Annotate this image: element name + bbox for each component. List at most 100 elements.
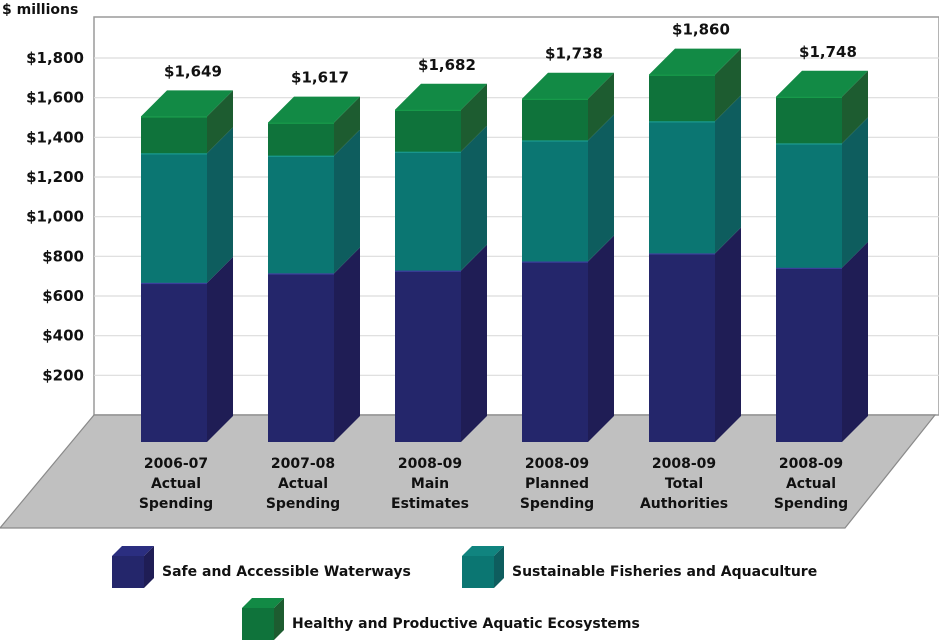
category-label: Planned <box>525 476 589 492</box>
category-label: 2008-09 <box>779 456 843 472</box>
y-tick-label: $1,600 <box>26 89 84 107</box>
y-tick-label: $600 <box>42 287 84 305</box>
legend-swatch-icon <box>242 608 274 640</box>
bars <box>141 48 868 442</box>
legend-item: Safe and Accessible Waterways <box>112 546 411 588</box>
bar-stack <box>649 48 741 442</box>
category-label: Actual <box>151 476 201 492</box>
y-tick-label: $1,400 <box>26 128 84 146</box>
bar-total-label: $1,617 <box>291 69 349 87</box>
bar-segment-front <box>776 143 842 268</box>
bar-segment-front <box>649 74 715 122</box>
legend-label: Sustainable Fisheries and Aquaculture <box>512 564 817 580</box>
bar-total-label: $1,738 <box>545 45 603 63</box>
legend-swatch-icon <box>462 556 494 588</box>
category-label: 2008-09 <box>398 456 462 472</box>
category-label: Actual <box>786 476 836 492</box>
bar-segment-side <box>334 247 360 442</box>
category-labels: 2006-07 Actual Spending 2007-08 Actual Spendi… <box>139 456 848 512</box>
bar-segment-side <box>461 83 487 152</box>
bar-segment-side <box>334 96 360 156</box>
bar-top-face <box>649 48 741 75</box>
category-label: Spending <box>139 496 213 512</box>
bar-segment-front <box>776 267 842 442</box>
bar-segment-side <box>715 227 741 442</box>
bar-segment-front <box>268 122 334 156</box>
category-label: 2006-07 <box>144 456 208 472</box>
y-tick-label: $200 <box>42 366 84 384</box>
bar-segment-side <box>842 117 868 268</box>
bar-segment-front <box>268 273 334 442</box>
bar-segment-front <box>141 282 207 442</box>
bar-total-label: $1,649 <box>164 62 222 80</box>
legend-label: Safe and Accessible Waterways <box>162 564 411 580</box>
category-label: 2008-09 <box>652 456 716 472</box>
bar-segment-side <box>715 95 741 254</box>
legend-item: Sustainable Fisheries and Aquaculture <box>462 546 817 588</box>
bar-stack <box>522 72 614 442</box>
bar-top-face <box>395 83 487 110</box>
legend-label: Healthy and Productive Aquatic Ecosystem… <box>292 616 640 632</box>
bar-stack <box>141 90 233 442</box>
bar-segment-front <box>268 155 334 274</box>
bar-segment-front <box>522 140 588 262</box>
bar-total-label: $1,748 <box>799 43 857 61</box>
bar-segment-front <box>395 270 461 442</box>
bar-segment-side <box>461 125 487 271</box>
bar-segment-front <box>522 98 588 141</box>
category-label: Actual <box>278 476 328 492</box>
category-label: Authorities <box>640 496 728 512</box>
category-label: 2008-09 <box>525 456 589 472</box>
legend-swatch-side <box>144 546 154 588</box>
bar-segment-side <box>588 72 614 141</box>
y-axis-unit-label: $ millions <box>2 2 78 18</box>
bar-segment-front <box>395 151 461 271</box>
bar-segment-side <box>461 244 487 442</box>
category-label: Total <box>665 476 703 492</box>
bar-top-face <box>776 70 868 97</box>
bar-segment-front <box>649 253 715 442</box>
category-label: Main <box>411 476 449 492</box>
category-label: Estimates <box>391 496 469 512</box>
category-label: Spending <box>520 496 594 512</box>
bar-segment-side <box>715 48 741 122</box>
bar-segment-side <box>842 70 868 144</box>
bar-segment-side <box>207 256 233 442</box>
bar-segment-side <box>842 241 868 442</box>
bar-top-face <box>268 96 360 123</box>
legend-swatch-top <box>462 546 504 556</box>
bar-total-label: $1,682 <box>418 56 476 74</box>
legend-swatch-side <box>274 598 284 640</box>
bar-segment-front <box>395 109 461 152</box>
category-label: Spending <box>774 496 848 512</box>
bar-segment-side <box>207 90 233 154</box>
bar-top-face <box>141 90 233 117</box>
bar-stack <box>395 83 487 442</box>
bar-segment-front <box>776 96 842 144</box>
bar-segment-side <box>207 127 233 283</box>
bar-segment-side <box>588 235 614 442</box>
legend-swatch-side <box>494 546 504 588</box>
category-label: Spending <box>266 496 340 512</box>
y-axis-ticks: $200 $400 $600 $800 $1,000 $1,200 $1,400 $1,600… <box>26 49 84 384</box>
y-tick-label: $400 <box>42 327 84 345</box>
legend-swatch-icon <box>112 556 144 588</box>
bar-segment-front <box>522 261 588 442</box>
legend-item: Healthy and Productive Aquatic Ecosystem… <box>242 598 640 640</box>
bar-segment-front <box>141 116 207 154</box>
bar-segment-side <box>334 129 360 274</box>
y-tick-label: $1,200 <box>26 168 84 186</box>
y-tick-label: $1,000 <box>26 208 84 226</box>
total-labels: $1,649 $1,617 $1,682 $1,738 $1,860 $1,748 <box>164 21 857 87</box>
bar-segment-front <box>649 121 715 254</box>
bar-top-face <box>522 72 614 99</box>
bar-stack <box>268 96 360 442</box>
legend-swatch-top <box>242 598 284 608</box>
bar-segment-side <box>588 114 614 262</box>
bar-segment-front <box>141 153 207 283</box>
legend-swatch-top <box>112 546 154 556</box>
y-tick-label: $800 <box>42 247 84 265</box>
y-tick-label: $1,800 <box>26 49 84 67</box>
bar-total-label: $1,860 <box>672 21 730 39</box>
